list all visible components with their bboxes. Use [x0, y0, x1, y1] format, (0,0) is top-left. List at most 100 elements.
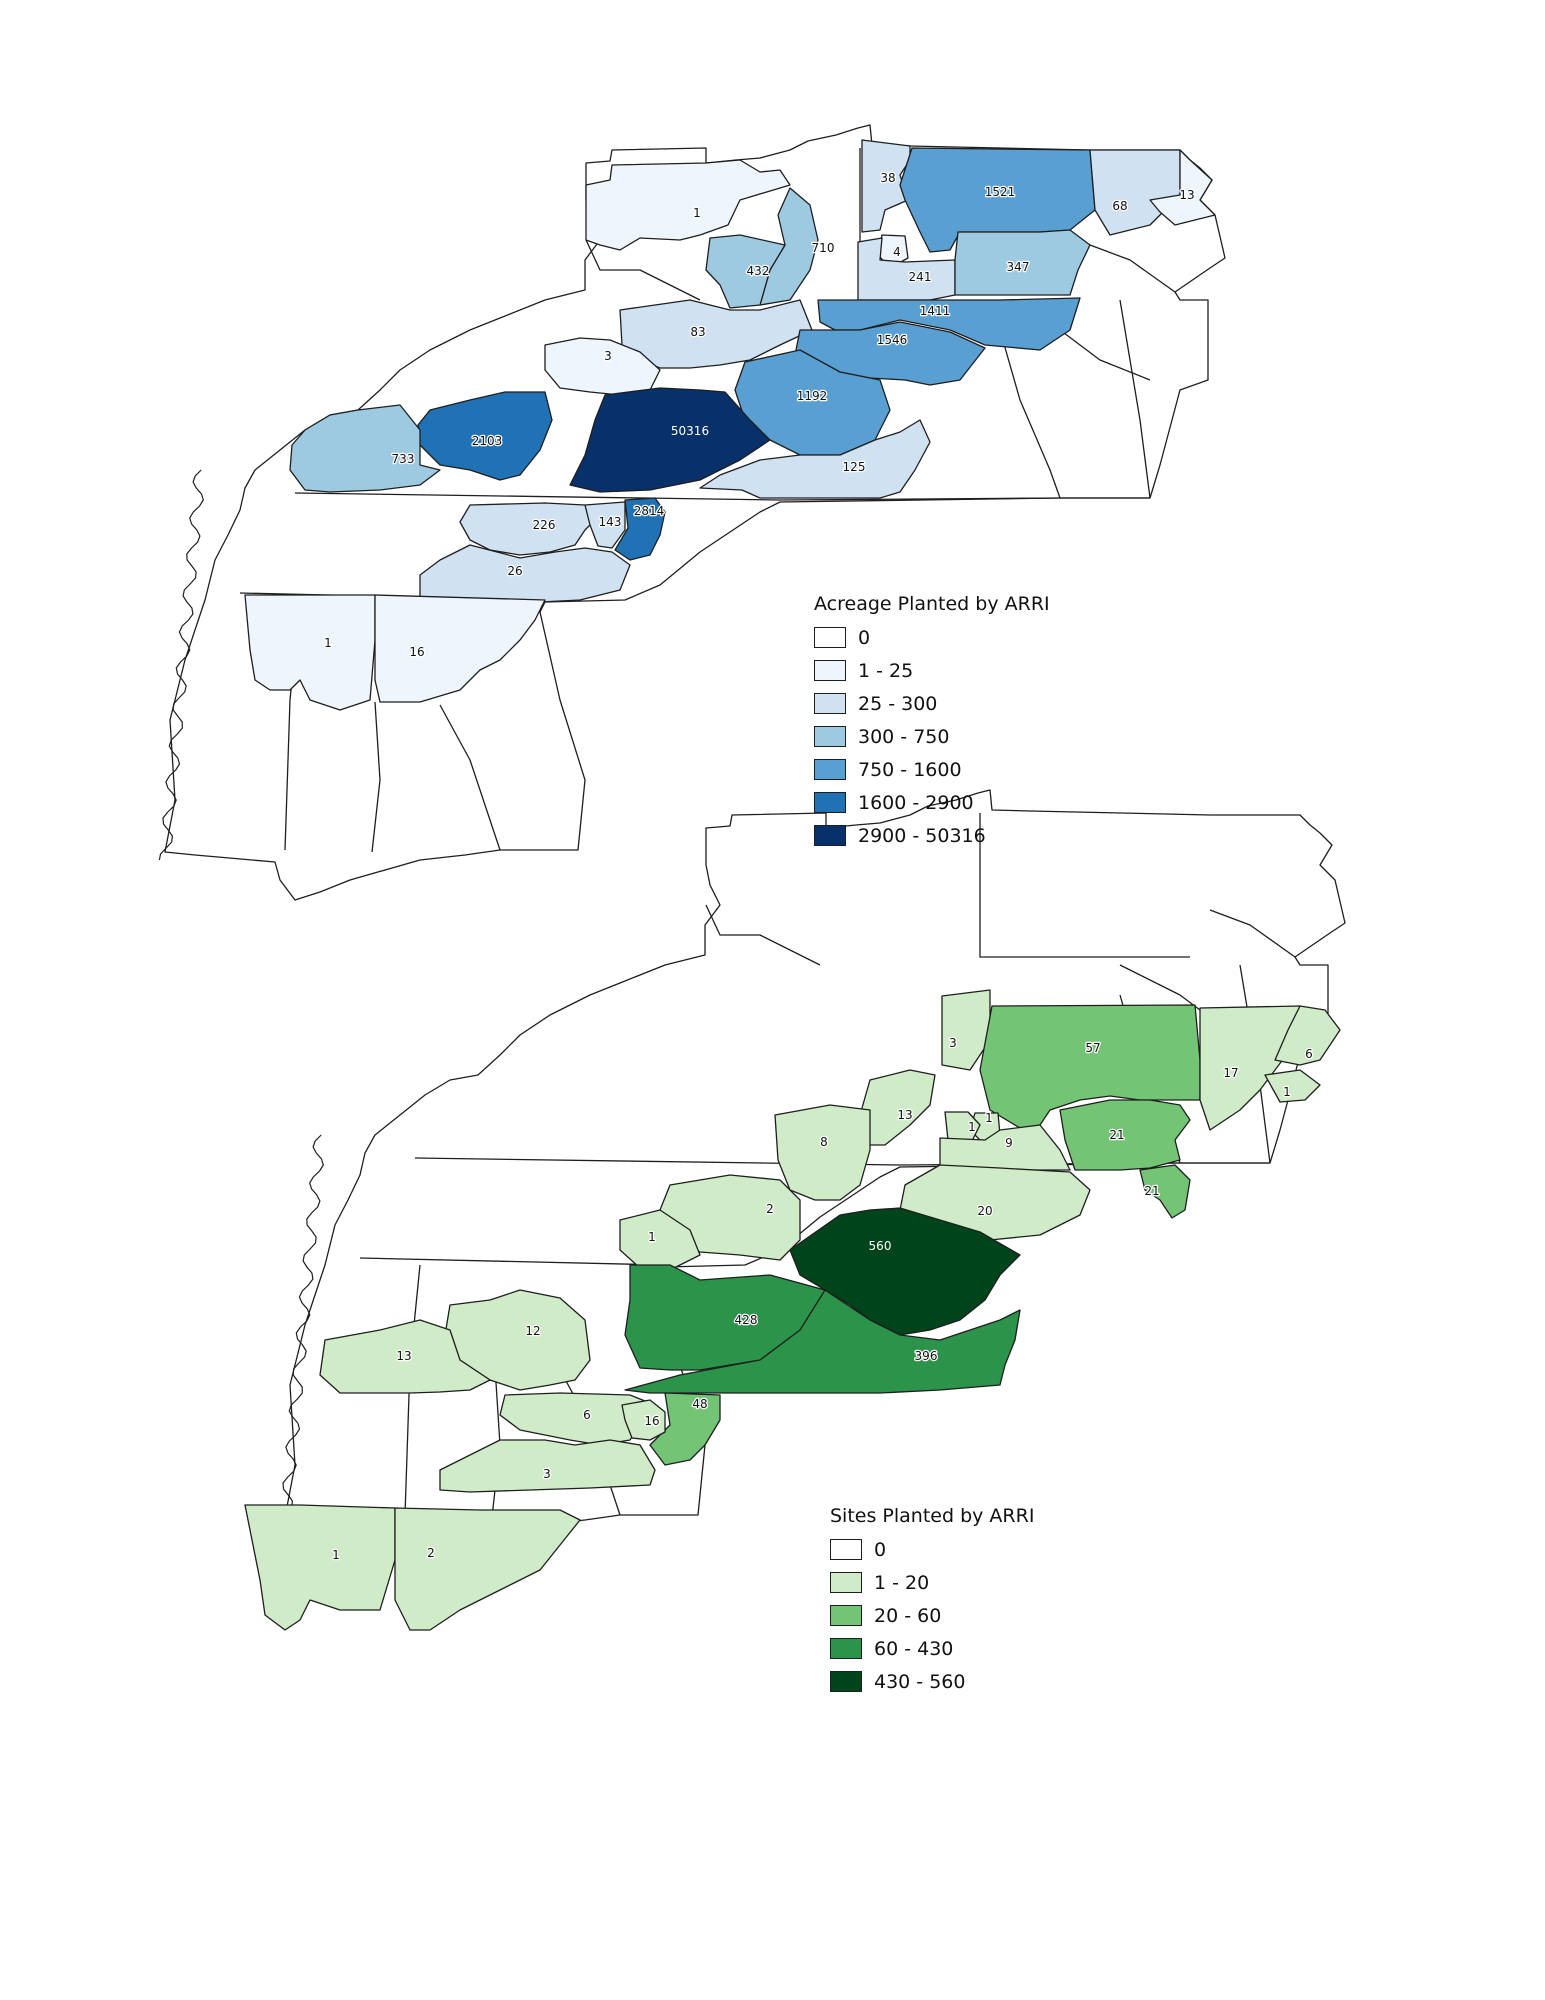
- legend-label: 25 - 300: [858, 692, 938, 715]
- map-region-acreage: [759, 187, 819, 306]
- state-boundary: [979, 813, 1190, 958]
- region-value-label: 68: [1112, 199, 1127, 213]
- region-value-label: 2814: [634, 504, 665, 518]
- map-region-acreage: [584, 501, 626, 549]
- map-region-acreage: [419, 544, 631, 605]
- map-region-acreage: [705, 234, 786, 309]
- legend-swatch: [830, 1539, 862, 1560]
- region-value-label: 3: [543, 1467, 551, 1481]
- legend-label: 430 - 560: [874, 1670, 966, 1693]
- legend-swatch: [814, 627, 846, 648]
- legend-entry: 0: [830, 1533, 1034, 1566]
- legend-entry: 430 - 560: [830, 1665, 1034, 1698]
- map-region-acreage: [954, 229, 1091, 296]
- region-value-label: 2: [427, 1546, 435, 1560]
- region-value-label: 1: [968, 1120, 976, 1134]
- region-value-label: 396: [915, 1349, 938, 1363]
- legend-entry: 300 - 750: [814, 720, 1050, 753]
- map-region-sites: [619, 1209, 701, 1271]
- region-value-label: 3: [949, 1036, 957, 1050]
- legend-label: 20 - 60: [874, 1604, 942, 1627]
- region-value-label: 1: [985, 1111, 993, 1125]
- legend-label: 1 - 25: [858, 659, 914, 682]
- boundary-line: [439, 704, 501, 851]
- boundary-line: [1119, 299, 1151, 499]
- boundary-line: [371, 701, 381, 853]
- map-region-sites: [899, 1164, 1091, 1241]
- acreage-legend: Acreage Planted by ARRI 0 1 - 25 25 - 300 3…: [814, 593, 1050, 852]
- region-value-label: 1546: [877, 333, 908, 347]
- legend-entry: 20 - 60: [830, 1599, 1034, 1632]
- region-value-label: 710: [812, 241, 835, 255]
- river-boundary: [158, 469, 204, 861]
- region-value-label: 13: [897, 1108, 912, 1122]
- region-value-label: 26: [507, 564, 522, 578]
- map-region-sites: [621, 1399, 666, 1441]
- map-region-sites: [1274, 1005, 1341, 1066]
- region-value-label: 48: [692, 1397, 707, 1411]
- boundary-line: [705, 904, 821, 966]
- legend-swatch: [814, 693, 846, 714]
- region-value-label: 6: [583, 1408, 591, 1422]
- region-value-label: 12: [525, 1324, 540, 1338]
- region-value-label: 1: [332, 1548, 340, 1562]
- map-region-sites: [1139, 1164, 1191, 1219]
- legend-swatch: [814, 792, 846, 813]
- legend-label: 0: [874, 1538, 887, 1561]
- legend-label: 2900 - 50316: [858, 824, 986, 847]
- region-value-label: 560: [869, 1239, 892, 1253]
- region-value-label: 1521: [985, 185, 1016, 199]
- region-value-label: 3: [604, 349, 612, 363]
- region-value-label: 8: [820, 1135, 828, 1149]
- legend-label: 60 - 430: [874, 1637, 954, 1660]
- region-value-label: 16: [644, 1414, 659, 1428]
- map-region-acreage: [614, 497, 666, 561]
- legend-label: 1 - 20: [874, 1571, 930, 1594]
- region-value-label: 17: [1223, 1066, 1238, 1080]
- legend-swatch: [830, 1572, 862, 1593]
- map-region-sites: [1264, 1069, 1321, 1103]
- region-value-label: 50316: [671, 424, 709, 438]
- map-region-sites: [319, 1319, 491, 1394]
- region-value-label: 226: [533, 518, 556, 532]
- map-region-sites: [789, 1207, 1021, 1336]
- state-boundary: [359, 1257, 666, 1266]
- region-value-label: 21: [1144, 1184, 1159, 1198]
- legend-label: 750 - 1600: [858, 758, 962, 781]
- legend-entry: 1 - 20: [830, 1566, 1034, 1599]
- region-value-label: 13: [1179, 188, 1194, 202]
- legend-swatch: [814, 825, 846, 846]
- region-value-label: 1: [324, 636, 332, 650]
- map-region-acreage: [699, 419, 931, 499]
- region-value-label: 432: [747, 264, 770, 278]
- region-value-label: 4: [893, 245, 901, 259]
- region-value-label: 13: [396, 1349, 411, 1363]
- boundary-line: [1209, 909, 1296, 958]
- region-value-label: 428: [735, 1313, 758, 1327]
- legend-entry: 1 - 25: [814, 654, 1050, 687]
- region-value-label: 1192: [797, 389, 828, 403]
- region-value-label: 1: [693, 206, 701, 220]
- region-value-label: 21: [1109, 1128, 1124, 1142]
- boundary-line: [999, 329, 1061, 499]
- acreage-legend-title: Acreage Planted by ARRI: [814, 593, 1050, 615]
- legend-entry: 1600 - 2900: [814, 786, 1050, 819]
- region-value-label: 143: [599, 515, 622, 529]
- map-region-acreage: [1149, 149, 1216, 226]
- region-value-label: 1: [1283, 1085, 1291, 1099]
- legend-entry: 2900 - 50316: [814, 819, 1050, 852]
- sites-legend: Sites Planted by ARRI 0 1 - 20 20 - 60 60 -…: [830, 1505, 1034, 1698]
- map-region-acreage: [569, 387, 771, 493]
- map-region-acreage: [289, 404, 441, 493]
- region-value-label: 1411: [920, 304, 951, 318]
- sites-legend-title: Sites Planted by ARRI: [830, 1505, 1035, 1527]
- region-value-label: 733: [392, 452, 415, 466]
- legend-swatch: [814, 726, 846, 747]
- legend-swatch: [814, 759, 846, 780]
- legend-label: 300 - 750: [858, 725, 950, 748]
- region-value-label: 83: [690, 325, 705, 339]
- legend-swatch: [814, 660, 846, 681]
- legend-swatch: [830, 1605, 862, 1626]
- map-region-sites: [244, 1504, 396, 1631]
